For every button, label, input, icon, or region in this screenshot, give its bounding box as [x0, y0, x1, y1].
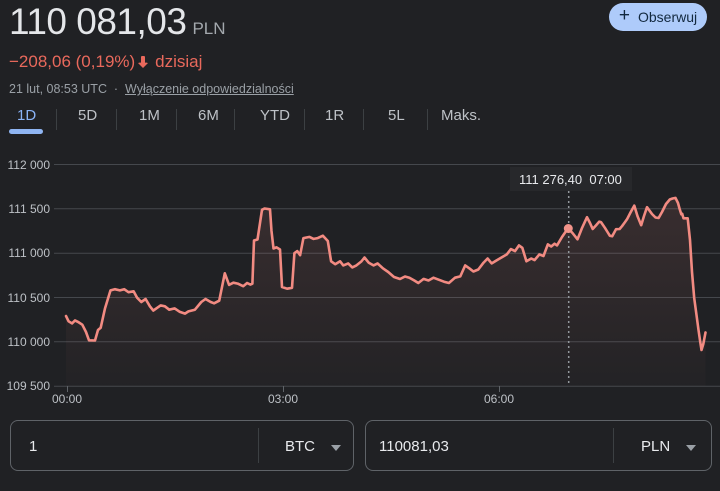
svg-text:111 276,40 07:00: 111 276,40 07:00 [519, 172, 622, 187]
